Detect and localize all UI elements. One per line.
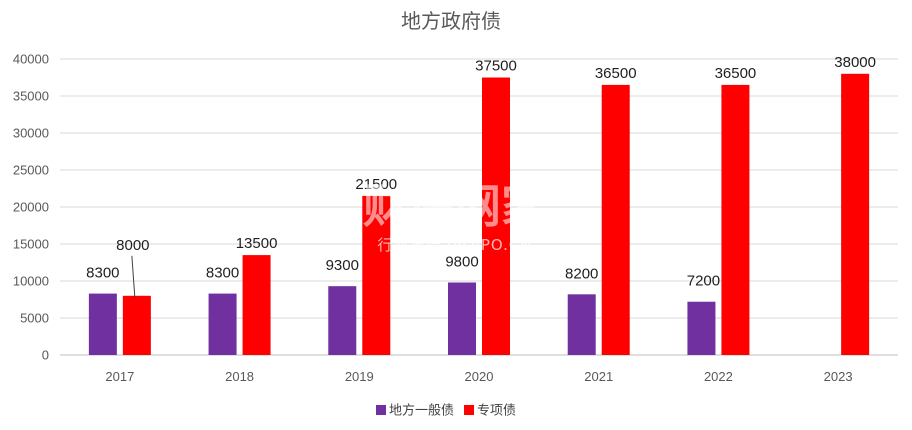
data-label: 37500	[475, 58, 517, 75]
x-tick-label: 2023	[824, 369, 853, 384]
legend-swatch	[376, 405, 386, 415]
bars	[88, 73, 870, 356]
x-axis-ticks: 2017 2018 2019 2020 2021 2022 2023	[105, 369, 852, 384]
data-label: 36500	[715, 65, 757, 82]
data-label: 8000	[116, 237, 149, 254]
bar-special-bond	[721, 84, 750, 356]
data-label: 8200	[565, 265, 598, 282]
y-tick-label: 0	[42, 348, 49, 363]
bar-general-bond	[328, 286, 357, 355]
gridlines	[60, 58, 898, 356]
bar-general-bond	[567, 294, 596, 355]
x-tick-label: 2022	[704, 369, 733, 384]
y-tick-label: 30000	[13, 126, 49, 141]
bar-special-bond	[601, 84, 630, 356]
bar-special-bond	[841, 73, 870, 356]
y-axis-ticks: 0 5000 10000 15000 20000 25000 30000 35000 40000	[13, 52, 49, 363]
data-label: 9800	[445, 253, 478, 270]
bar-general-bond	[208, 293, 237, 355]
y-tick-label: 40000	[13, 52, 49, 67]
legend: 地方一般债 专项债	[376, 403, 516, 419]
data-label: 36500	[595, 65, 637, 82]
data-label: 38000	[834, 54, 876, 71]
watermark-sub: 行业报告 IPOIPO.CN	[377, 236, 532, 254]
y-tick-label: 35000	[13, 89, 49, 104]
x-tick-label: 2019	[345, 369, 374, 384]
data-label: 9300	[326, 257, 359, 274]
x-tick-label: 2018	[225, 369, 254, 384]
bar-general-bond	[448, 282, 476, 355]
bar-general-bond	[88, 293, 117, 355]
bar-special-bond	[122, 295, 151, 355]
label-leader-line	[131, 255, 136, 298]
data-label: 8300	[86, 265, 119, 282]
bar-general-bond	[687, 301, 716, 355]
y-tick-label: 25000	[13, 163, 49, 178]
chart-title: 地方政府债	[401, 9, 501, 33]
y-tick-label: 15000	[13, 237, 49, 252]
legend-label: 地方一般债	[389, 403, 454, 419]
legend-label: 专项债	[477, 404, 516, 419]
bar-special-bond	[242, 255, 271, 355]
x-tick-label: 2017	[105, 369, 134, 384]
data-label: 13500	[236, 235, 278, 252]
y-tick-label: 5000	[20, 311, 49, 326]
legend-swatch	[464, 405, 475, 415]
x-tick-label: 2020	[465, 369, 494, 384]
data-label: 21500	[355, 176, 397, 193]
watermark-main: 财经网家	[363, 179, 547, 233]
bar-special-bond	[362, 195, 391, 355]
y-tick-label: 10000	[13, 274, 49, 289]
watermark: 财经网家 行业报告 IPOIPO.CN	[363, 179, 547, 254]
y-tick-label: 20000	[13, 200, 49, 215]
data-label: 7200	[687, 273, 720, 290]
x-tick-label: 2021	[584, 369, 613, 384]
bar-special-bond	[482, 77, 510, 355]
data-label: 8300	[206, 265, 239, 282]
data-labels: 8300 8000 8300 13500 9300 21500 9800 37500 8200 3…	[86, 54, 876, 298]
